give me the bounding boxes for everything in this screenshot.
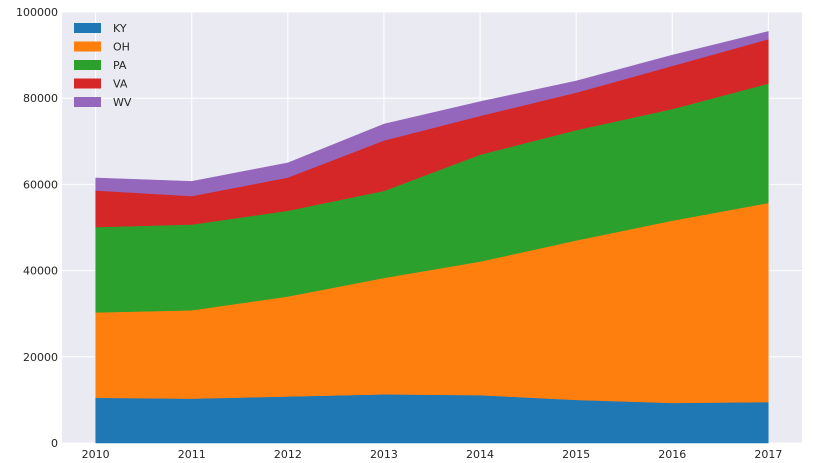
x-tick-label: 2011 bbox=[178, 448, 206, 461]
x-axis-ticks: 2010 2011 2012 2013 2014 2015 2016 2017 bbox=[82, 448, 783, 461]
y-tick-label: 60000 bbox=[23, 178, 58, 191]
legend-swatch-va bbox=[74, 78, 101, 89]
y-tick-label: 0 bbox=[51, 437, 58, 450]
legend-swatch-oh bbox=[74, 41, 101, 52]
y-tick-label: 100000 bbox=[16, 6, 58, 19]
legend-swatch-ky bbox=[74, 23, 101, 33]
legend-label-va: VA bbox=[113, 78, 128, 91]
legend-label-wv: WV bbox=[113, 96, 132, 109]
y-tick-label: 40000 bbox=[23, 265, 58, 278]
x-tick-label: 2017 bbox=[754, 448, 782, 461]
x-tick-label: 2010 bbox=[82, 448, 110, 461]
x-tick-label: 2016 bbox=[658, 448, 686, 461]
legend-label-oh: OH bbox=[113, 41, 130, 54]
area-wv bbox=[95, 31, 769, 197]
legend-label-pa: PA bbox=[113, 59, 127, 72]
y-tick-label: 20000 bbox=[23, 351, 58, 364]
x-tick-label: 2014 bbox=[466, 448, 494, 461]
legend-swatch-wv bbox=[74, 97, 101, 107]
x-tick-label: 2012 bbox=[274, 448, 302, 461]
area-series bbox=[95, 31, 769, 444]
x-tick-label: 2015 bbox=[562, 448, 590, 461]
y-tick-label: 80000 bbox=[23, 92, 58, 105]
x-tick-label: 2013 bbox=[370, 448, 398, 461]
legend-label-ky: KY bbox=[113, 22, 127, 35]
legend-swatch-pa bbox=[74, 60, 101, 70]
legend: KY OH PA VA WV bbox=[74, 22, 132, 109]
y-axis-ticks: 0 20000 40000 60000 80000 100000 bbox=[16, 6, 58, 450]
